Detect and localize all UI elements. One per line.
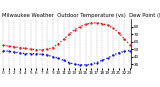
Text: Milwaukee Weather  Outdoor Temperature (vs)  Dew Point (Last 24 Hours): Milwaukee Weather Outdoor Temperature (v… (2, 13, 160, 18)
